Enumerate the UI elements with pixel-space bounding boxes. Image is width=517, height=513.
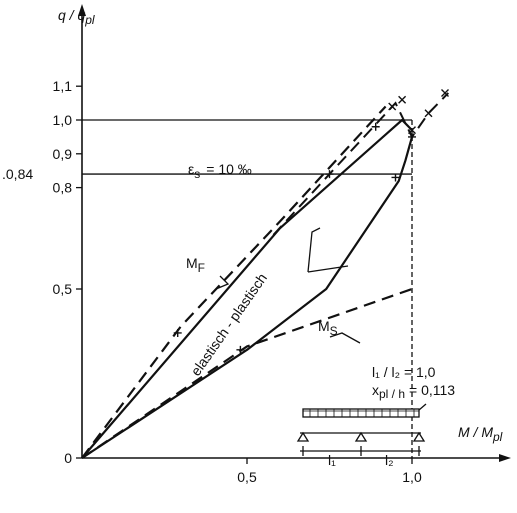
plus-marker-2 <box>325 170 334 179</box>
plus-marker-4 <box>391 173 400 182</box>
xpl-label: xpl / h = 0,113 <box>372 382 455 401</box>
plus-marker-3 <box>371 122 380 131</box>
x-marker-4 <box>408 126 416 135</box>
span-label-1: l₁ <box>328 452 336 468</box>
markers-group <box>173 88 449 354</box>
y-tick-label-2: 0,8 <box>53 180 73 196</box>
beam-diagram <box>296 403 427 456</box>
y-tick-label-extra: .0,84 <box>2 166 33 182</box>
strain-label: εs = 10 ‰ <box>188 161 252 181</box>
series-line-2 <box>81 136 414 459</box>
tick-labels: 0 0,5 0,8 0,9 1,0 1,1 .0,84 0,5 1,0 <box>2 78 422 485</box>
x-tick-label-1: 1,0 <box>402 469 422 485</box>
outer-curve <box>272 92 450 236</box>
x-marker-0 <box>388 102 397 111</box>
x-marker-3 <box>441 88 449 97</box>
x-axis-arrow <box>499 454 511 462</box>
y-axis-arrow <box>78 4 86 16</box>
series-line-3 <box>81 287 413 459</box>
y-tick-label-4: 1,0 <box>53 112 73 128</box>
y-axis-label: q / qpl <box>58 7 95 27</box>
series-group <box>81 92 450 459</box>
limit-lines <box>82 119 413 458</box>
plus-marker-1 <box>236 345 245 354</box>
y-tick-label-3: 0,9 <box>53 146 73 162</box>
plus-marker-0 <box>173 328 182 337</box>
span-label-2: l₂ <box>385 452 394 468</box>
x-tick-label-0: 0,5 <box>237 469 257 485</box>
series-line-1 <box>81 118 413 459</box>
y-tick-label-1: 0,5 <box>53 281 73 297</box>
x-marker-1 <box>398 95 407 104</box>
leader-lines <box>215 227 361 344</box>
x-axis-label: M / Mpl <box>458 424 503 444</box>
series-label-ms: MS <box>318 318 338 338</box>
y-tick-label-0: 0 <box>64 450 72 466</box>
series-label-mf: MF <box>186 255 205 275</box>
series-line-0 <box>81 105 387 459</box>
axes <box>76 4 511 464</box>
y-tick-label-5: 1,1 <box>53 78 73 94</box>
ratio-label: l₁ / l₂ = 1,0 <box>372 364 436 380</box>
plus-marker-5 <box>408 132 416 141</box>
x-marker-2 <box>424 109 433 118</box>
